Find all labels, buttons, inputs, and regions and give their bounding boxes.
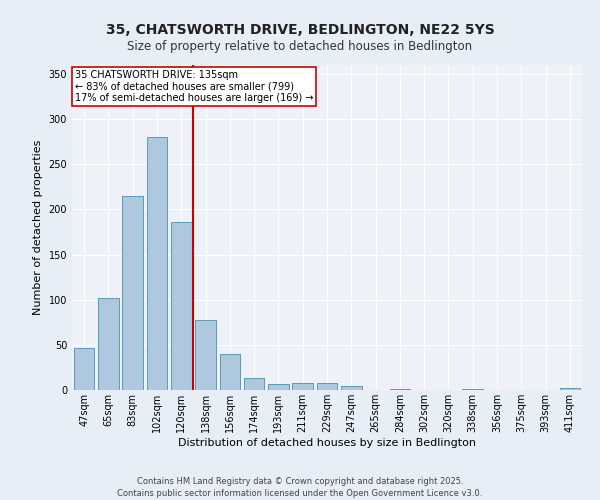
X-axis label: Distribution of detached houses by size in Bedlington: Distribution of detached houses by size … (178, 438, 476, 448)
Text: Contains HM Land Registry data © Crown copyright and database right 2025.
Contai: Contains HM Land Registry data © Crown c… (118, 476, 482, 498)
Bar (220, 354, 240, 390)
Bar (389, 389, 410, 390)
Bar (268, 384, 289, 390)
Bar (122, 196, 143, 390)
Bar (560, 388, 580, 390)
Bar (74, 348, 94, 390)
Bar (98, 298, 119, 390)
Bar (171, 222, 191, 390)
Text: 35 CHATSWORTH DRIVE: 135sqm
← 83% of detached houses are smaller (799)
17% of se: 35 CHATSWORTH DRIVE: 135sqm ← 83% of det… (74, 70, 313, 103)
Text: Size of property relative to detached houses in Bedlington: Size of property relative to detached ho… (127, 40, 473, 53)
Bar (146, 137, 167, 390)
Bar (463, 389, 483, 390)
Bar (292, 383, 313, 390)
Y-axis label: Number of detached properties: Number of detached properties (33, 140, 43, 315)
Bar (341, 386, 362, 390)
Bar (244, 378, 265, 390)
Text: 35, CHATSWORTH DRIVE, BEDLINGTON, NE22 5YS: 35, CHATSWORTH DRIVE, BEDLINGTON, NE22 5… (106, 22, 494, 36)
Bar (195, 320, 216, 390)
Bar (317, 383, 337, 390)
